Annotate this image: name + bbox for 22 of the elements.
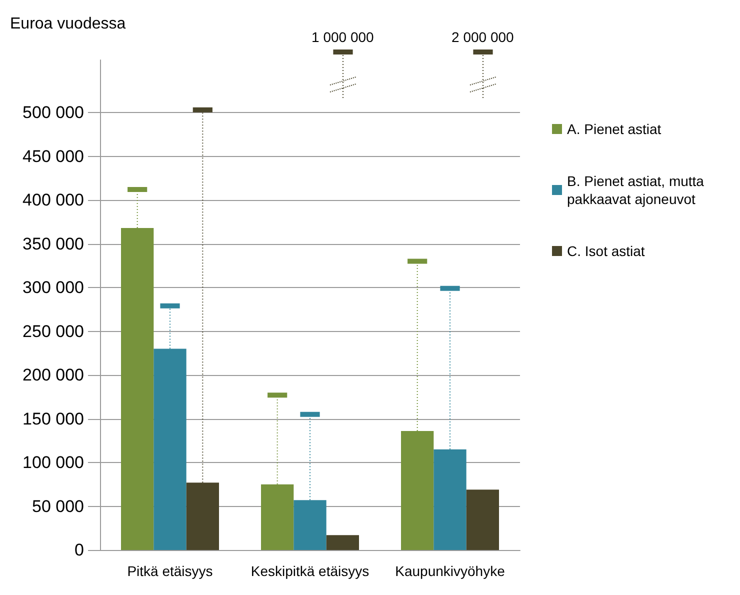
x-tick-label: Pitkä etäisyys <box>127 563 213 579</box>
y-tick-label: 0 <box>74 540 84 560</box>
bar <box>466 490 499 550</box>
legend-label: B. Pienet astiat, mutta pakkaavat ajoneuvot <box>567 173 708 207</box>
text: 2 000 000 <box>452 29 514 45</box>
y-tick-label: 500 000 <box>22 103 84 122</box>
y-tick-label: 50 000 <box>32 496 84 516</box>
y-tick-label: 450 000 <box>22 146 84 166</box>
y-tick-label: 350 000 <box>22 234 84 254</box>
legend-label: C. Isot astiat <box>567 243 645 259</box>
y-tick-label: 200 000 <box>22 366 84 384</box>
x-tick-label: Keskipitkä etäisyys <box>250 563 370 579</box>
legend-label: A. Pienet astiat <box>567 121 662 137</box>
y-tick-label: 100 000 <box>22 453 84 472</box>
y-tick-label: 150 000 <box>22 409 84 428</box>
y-tick-label: 400 000 <box>22 190 84 210</box>
y-tick-label: 300 000 <box>22 278 84 297</box>
text: 1 000 000 <box>312 29 374 45</box>
x-tick-label: Kaupunkivyöhyke <box>395 563 506 579</box>
y-tick-label: 250 000 <box>22 322 84 341</box>
y-axis-title: Euroa vuodessa <box>10 16 126 32</box>
bar <box>326 535 359 550</box>
